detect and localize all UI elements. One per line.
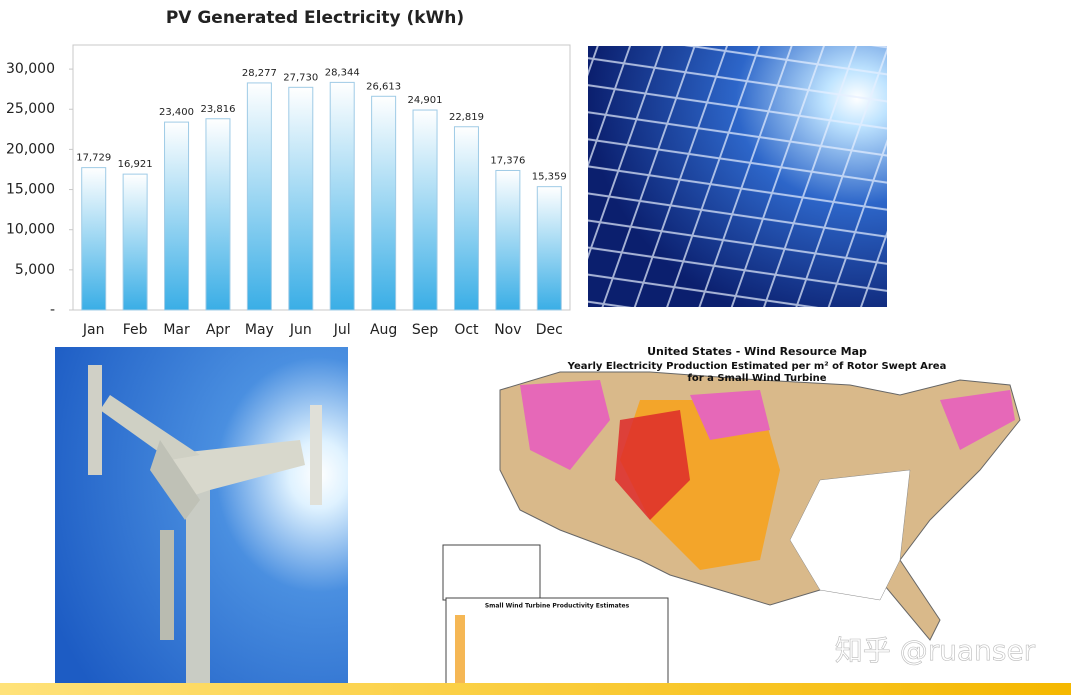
chart-title: PV Generated Electricity (kWh)	[166, 8, 464, 28]
x-tick-label: Apr	[206, 322, 230, 338]
x-tick-label: Jun	[289, 322, 312, 338]
data-label: 17,729	[76, 153, 111, 164]
data-label: 17,376	[490, 155, 525, 166]
watermark: 知乎 @ruanser	[835, 634, 1036, 667]
bar	[288, 86, 314, 311]
data-label: 22,819	[449, 112, 484, 123]
x-tick-label: Jan	[82, 322, 105, 338]
bar	[122, 173, 148, 311]
y-tick-label: 25,000	[6, 101, 55, 117]
wind-map: United States - Wind Resource Map Yearly…	[442, 345, 1021, 691]
x-tick-label: Dec	[536, 322, 563, 338]
x-tick-label: Aug	[370, 322, 397, 338]
data-label: 15,359	[532, 172, 567, 183]
wind-turbine-photo	[55, 347, 348, 683]
data-label: 24,901	[408, 95, 443, 106]
bar	[412, 109, 438, 311]
data-label: 23,400	[159, 107, 194, 118]
y-tick-label: -	[50, 302, 55, 318]
x-tick-label: Feb	[123, 322, 148, 338]
map-subtitle: for a Small Wind Turbine	[687, 373, 826, 384]
x-tick-label: Mar	[163, 322, 190, 338]
data-label: 28,277	[242, 68, 277, 79]
bar	[164, 121, 190, 311]
y-tick-label: 15,000	[6, 182, 55, 198]
bar-chart: - 5,000 10,000 15,000 20,000 25,000 30,000 Jan 1…	[6, 61, 567, 338]
bar	[205, 118, 231, 311]
data-label: 16,921	[118, 159, 153, 170]
data-label: 27,730	[283, 72, 318, 83]
x-tick-label: Sep	[412, 322, 439, 338]
y-tick-label: 30,000	[6, 61, 55, 77]
map-subtitle: Yearly Electricity Production Estimated …	[567, 361, 947, 372]
legend-table-title: Small Wind Turbine Productivity Estimate…	[485, 603, 630, 610]
data-label: 28,344	[325, 67, 360, 78]
y-tick-label: 20,000	[6, 141, 55, 157]
y-tick-label: 5,000	[15, 262, 55, 278]
map-title: United States - Wind Resource Map	[647, 345, 867, 358]
x-tick-label: May	[245, 322, 274, 338]
data-label: 26,613	[366, 81, 401, 92]
x-tick-label: Jul	[333, 322, 351, 338]
bar	[536, 186, 562, 311]
bar	[495, 169, 521, 311]
plot-area	[72, 44, 571, 311]
footer-strip	[0, 683, 1071, 695]
bar	[329, 81, 355, 311]
x-tick-label: Nov	[494, 322, 521, 338]
bar	[246, 82, 272, 311]
x-tick-label: Oct	[454, 322, 479, 338]
bar	[371, 95, 397, 311]
data-label: 23,816	[200, 104, 235, 115]
bar	[81, 167, 107, 311]
bar	[453, 126, 479, 311]
y-tick-label: 10,000	[6, 222, 55, 238]
solar-panel-photo	[588, 46, 887, 307]
